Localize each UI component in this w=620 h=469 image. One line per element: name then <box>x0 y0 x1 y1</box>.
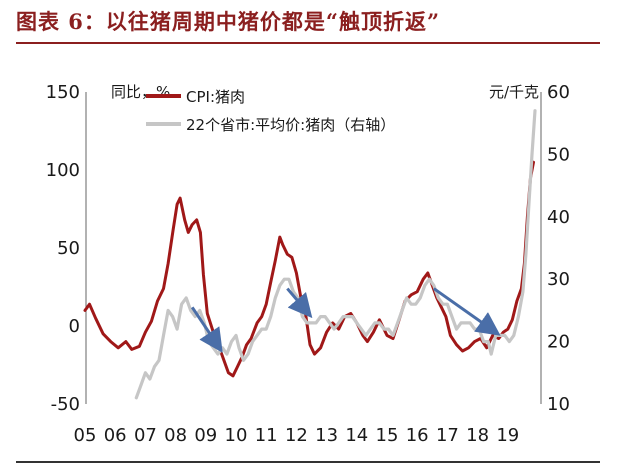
trend-arrow <box>286 287 313 319</box>
x-tick-label: 09 <box>194 425 217 446</box>
left-tick-label: 50 <box>57 238 80 259</box>
x-tick-label: 16 <box>406 425 429 446</box>
x-tick-label: 07 <box>134 425 157 446</box>
left-tick-label: 150 <box>46 82 80 103</box>
trend-arrow <box>432 287 501 336</box>
right-tick-label: 20 <box>547 332 570 353</box>
x-tick-label: 17 <box>436 425 459 446</box>
bottom-divider <box>16 461 600 463</box>
x-tick-label: 06 <box>104 425 127 446</box>
right-tick-label: 40 <box>547 207 570 228</box>
left-axis-label: 同比，% <box>111 83 170 101</box>
title-divider <box>16 42 600 44</box>
left-tick-label: -50 <box>51 394 80 415</box>
right-tick-label: 10 <box>547 394 570 415</box>
x-tick-label: 14 <box>345 425 368 446</box>
x-tick-label: 10 <box>225 425 248 446</box>
x-tick-label: 19 <box>496 425 519 446</box>
x-tick-label: 13 <box>315 425 338 446</box>
x-tick-label: 12 <box>285 425 308 446</box>
right-tick-label: 60 <box>547 82 570 103</box>
left-tick-label: 0 <box>69 316 80 337</box>
right-tick-label: 50 <box>547 144 570 165</box>
left-tick-label: 100 <box>46 160 80 181</box>
legend-label-cpi-pork: CPI:猪肉 <box>186 88 245 106</box>
trend-arrow <box>190 306 223 353</box>
right-axis-label: 元/千克 <box>489 83 539 101</box>
series-line-cpi-pork <box>83 160 535 378</box>
chart-title: 图表 6：以往猪周期中猪价都是“触顶折返” <box>16 9 441 34</box>
x-tick-label: 05 <box>74 425 97 446</box>
x-tick-label: 11 <box>255 425 278 446</box>
x-tick-label: 15 <box>376 425 399 446</box>
series-line-avg-pork-price <box>134 109 537 400</box>
legend-label-avg-pork-price: 22个省市:平均价:猪肉（右轴） <box>186 116 395 134</box>
x-tick-label: 18 <box>466 425 489 446</box>
right-tick-label: 30 <box>547 269 570 290</box>
x-tick-label: 08 <box>164 425 187 446</box>
